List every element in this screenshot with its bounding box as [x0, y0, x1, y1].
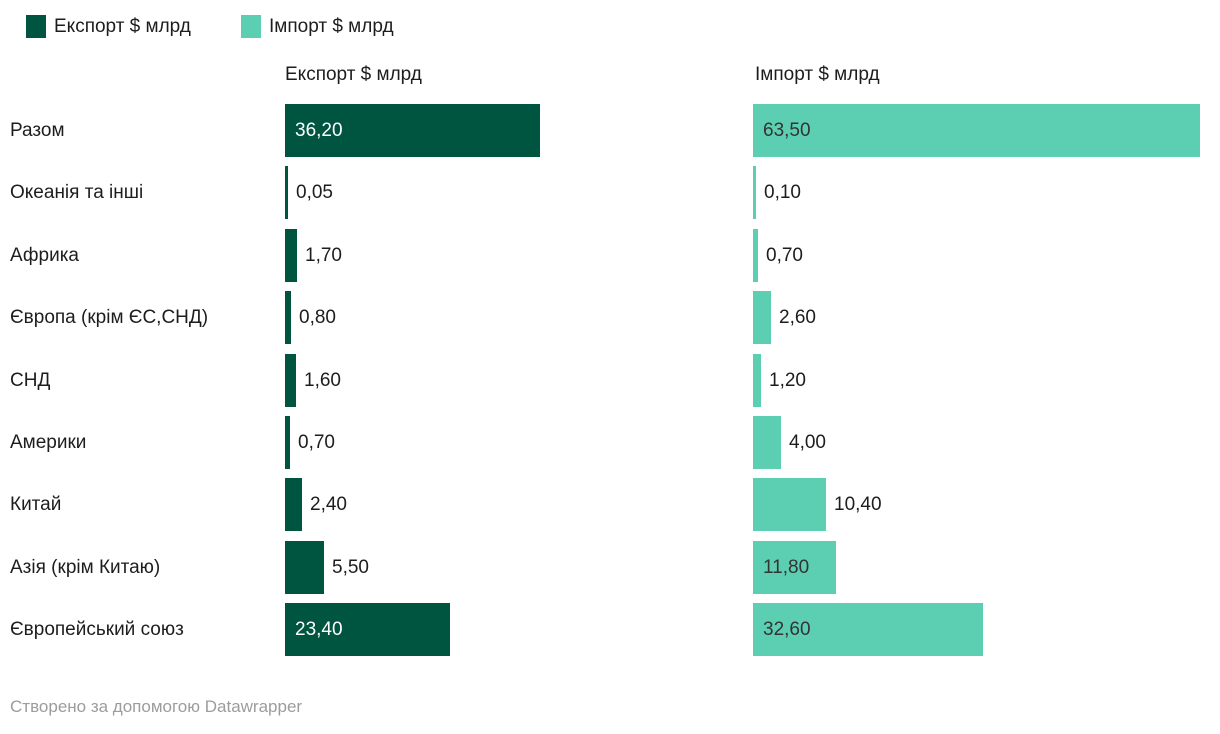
value-label: 0,70 [766, 245, 803, 266]
category-label: Китай [10, 494, 62, 515]
column-header-import: Імпорт $ млрд [755, 64, 880, 85]
category-label: Азія (крім Китаю) [10, 557, 161, 578]
export-bar [285, 354, 296, 407]
value-label: 32,60 [763, 619, 811, 640]
attribution: Створено за допомогою Datawrapper [10, 697, 302, 717]
export-bar [285, 104, 540, 157]
legend-label-import: Імпорт $ млрд [269, 15, 394, 37]
export-bar [285, 291, 291, 344]
import-bar [753, 166, 756, 219]
category-label: Океанія та інші [10, 182, 144, 203]
category-label: Разом [10, 120, 65, 141]
export-bar [285, 229, 297, 282]
export-bar [285, 416, 290, 469]
value-label: 1,60 [304, 370, 341, 391]
import-bar [753, 291, 771, 344]
value-label: 0,05 [296, 182, 333, 203]
column-header-export: Експорт $ млрд [285, 64, 422, 85]
category-label: Європейський союз [10, 619, 184, 640]
value-label: 0,10 [764, 182, 801, 203]
category-label: Європа (крім ЄС,СНД) [10, 307, 209, 328]
import-bar [753, 104, 1200, 157]
value-label: 36,20 [295, 120, 343, 141]
import-bar [753, 354, 761, 407]
datawrapper-link[interactable]: Datawrapper [204, 697, 303, 716]
export-bar [285, 478, 302, 531]
value-label: 63,50 [763, 120, 811, 141]
import-bar [753, 229, 758, 282]
value-label: 0,70 [298, 432, 335, 453]
legend-swatch-import-icon [241, 15, 261, 38]
category-label: СНД [10, 370, 51, 391]
value-label: 11,80 [763, 557, 810, 578]
import-bar [753, 416, 781, 469]
value-label: 1,20 [769, 370, 806, 391]
legend-swatch-export-icon [26, 15, 46, 38]
legend-item-import: Імпорт $ млрд [241, 14, 394, 39]
value-label: 0,80 [299, 307, 336, 328]
value-label: 2,60 [779, 307, 816, 328]
export-bar [285, 541, 324, 594]
value-label: 1,70 [305, 245, 342, 266]
legend-item-export: Експорт $ млрд [26, 14, 191, 39]
value-label: 5,50 [332, 557, 369, 578]
value-label: 23,40 [295, 619, 343, 640]
value-label: 2,40 [310, 494, 347, 515]
category-label: Африка [10, 245, 79, 266]
legend-label-export: Експорт $ млрд [54, 15, 191, 37]
import-bar [753, 603, 983, 656]
category-label: Америки [10, 432, 87, 453]
export-bar [285, 603, 450, 656]
import-bar [753, 541, 836, 594]
import-bar [753, 478, 826, 531]
value-label: 4,00 [789, 432, 826, 453]
value-label: 10,40 [834, 494, 882, 515]
export-bar [285, 166, 288, 219]
attribution-text: Створено за допомогою [10, 697, 201, 716]
